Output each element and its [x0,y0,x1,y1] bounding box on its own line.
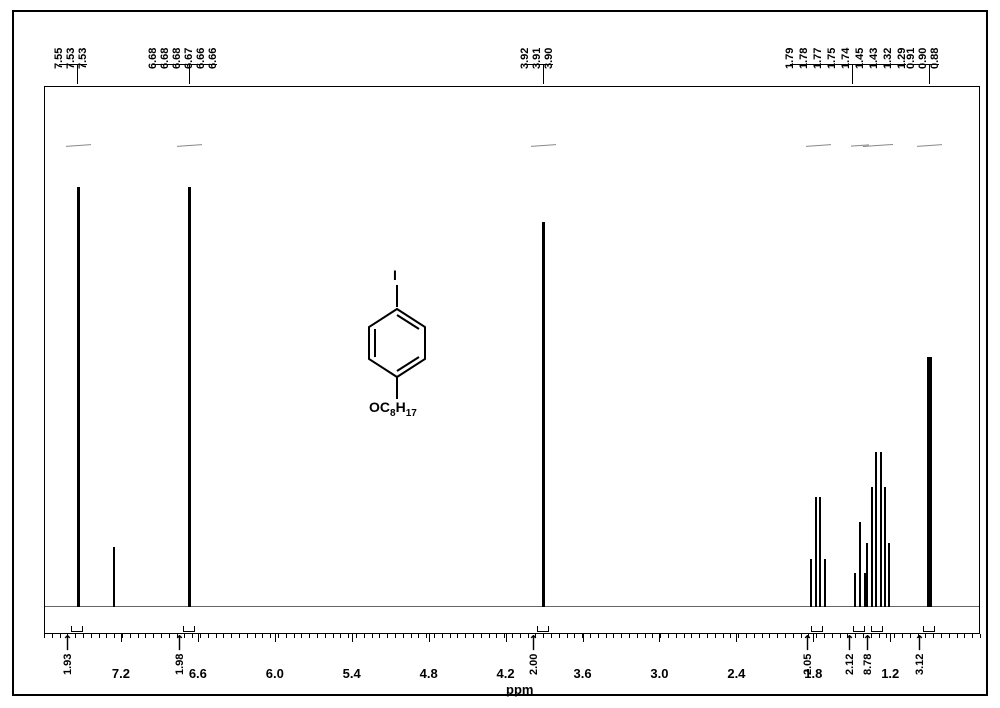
integral-curve [66,144,91,147]
peak-value-label: 0.88 [929,48,941,69]
peak-value-label: 1.32 [882,48,894,69]
benzene-ring [365,307,429,379]
integral-curve [917,144,942,147]
spectrum-baseline [45,606,979,607]
peak-value-label: 1.77 [812,48,824,69]
peak-value-label: 1.43 [868,48,880,69]
x-tick-label: 3.6 [573,666,591,681]
nmr-peak [927,357,932,607]
peak-value-label: 6.68 [147,48,159,69]
peak-value-label: 1.79 [784,48,796,69]
integral-curve [531,144,556,147]
molecule-substituent: OC8H17 [369,399,417,419]
molecule-iodine: I [393,267,397,283]
x-tick-label: 4.2 [497,666,515,681]
nmr-peak [188,187,191,607]
peak-value-label: 3.91 [531,48,543,69]
x-tick-label: 1.2 [881,666,899,681]
x-tick-label: 3.0 [650,666,668,681]
nmr-peak [77,187,80,607]
molecule-structure: I OC8H17 [355,267,445,437]
nmr-peak [542,222,545,607]
integral-value: 2.12 ⟶ [843,635,856,675]
nmr-plot: I OC8H17 [44,86,980,634]
integral-value: 2.00 ⟶ [527,635,540,675]
x-tick-label: 5.4 [343,666,361,681]
x-axis-label: ppm [506,682,533,697]
nmr-peak [113,547,115,607]
integral-value: 8.78 ⟶ [861,635,874,675]
peak-value-label: 1.74 [840,48,852,69]
x-tick-label: 6.0 [266,666,284,681]
x-tick-label: 6.6 [189,666,207,681]
x-tick-label: 1.8 [804,666,822,681]
peak-value-label: 1.78 [798,48,810,69]
integral-value: 1.93 ⟶ [61,635,74,675]
integral-value: 3.12 ⟶ [913,635,926,675]
peak-value-label: 1.45 [854,48,866,69]
integral-curve [177,144,202,147]
peak-value-label: 7.53 [65,48,77,69]
outer-frame: I OC8H17 7.557.537.536.686.686.686.676.6… [12,10,988,696]
x-tick-label: 7.2 [112,666,130,681]
peak-value-label: 3.90 [543,48,555,69]
integral-value: 1.98 ⟶ [173,635,186,675]
peak-value-label: 0.90 [917,48,929,69]
peak-value-label: 6.66 [207,48,219,69]
peak-value-label: 0.91 [905,48,917,69]
peak-value-label: 7.55 [53,48,65,69]
x-tick-label: 4.8 [420,666,438,681]
peak-value-label: 1.75 [826,48,838,69]
peak-value-label: 6.68 [171,48,183,69]
peak-value-label: 6.66 [195,48,207,69]
x-tick-label: 2.4 [727,666,745,681]
integral-curve [806,144,831,147]
peak-value-label: 6.68 [159,48,171,69]
peak-value-label: 3.92 [519,48,531,69]
peak-value-label: 7.53 [77,48,89,69]
